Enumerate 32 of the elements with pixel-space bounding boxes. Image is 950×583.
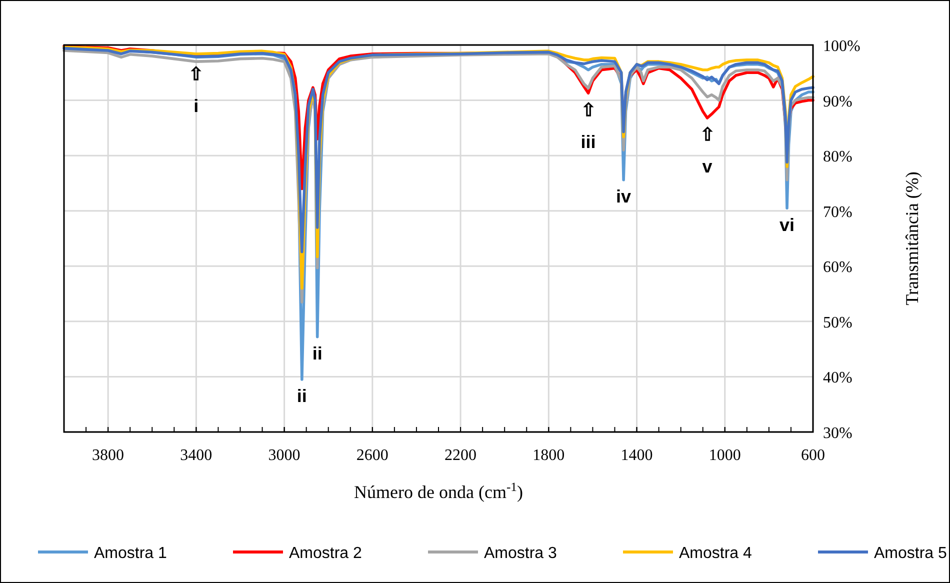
x-tick-label: 3400 [180, 447, 212, 464]
y-tick-label: 90% [823, 93, 852, 110]
line-series [62, 46, 814, 254]
annotation: ⇧ v [700, 124, 715, 177]
legend-label: Amostra 1 [94, 545, 168, 562]
y-tick-label: 100% [823, 38, 860, 55]
x-tick-label: 1400 [620, 447, 653, 464]
legend-label: Amostra 3 [484, 545, 558, 562]
legend-label: Amostra 2 [289, 545, 362, 562]
legend-label: Amostra 4 [679, 545, 752, 562]
y-tick-label: 70% [823, 204, 852, 221]
x-tick-label: 2600 [356, 447, 388, 464]
y-tick-label: 80% [823, 148, 852, 166]
y-tick-label: 40% [823, 370, 852, 387]
x-tick-label: 3800 [92, 447, 124, 464]
annotation: ii [312, 344, 322, 364]
legend-label: Amostra 5 [874, 545, 948, 562]
x-tick-label: 3000 [268, 447, 300, 464]
x-tick-label: 1800 [532, 447, 565, 464]
annotation: ⇧ iii [580, 100, 596, 152]
y-tick-label: 60% [823, 259, 852, 276]
y-tick-label: 50% [823, 314, 852, 332]
x-tick-label: 2200 [444, 447, 477, 464]
annotation: vi [779, 214, 795, 235]
annotation: ii [296, 386, 307, 406]
x-tick-label: 1000 [708, 447, 741, 464]
y-axis-title: Transmitância (%) [902, 172, 922, 306]
y-tick-label: 30% [823, 425, 852, 442]
x-tick-label: 600 [801, 447, 825, 464]
annotation: iv [616, 186, 632, 207]
annotation: ⇧ i [188, 64, 204, 116]
x-axis-title: Número de onda (cm$^{-1}$) [354, 480, 523, 502]
